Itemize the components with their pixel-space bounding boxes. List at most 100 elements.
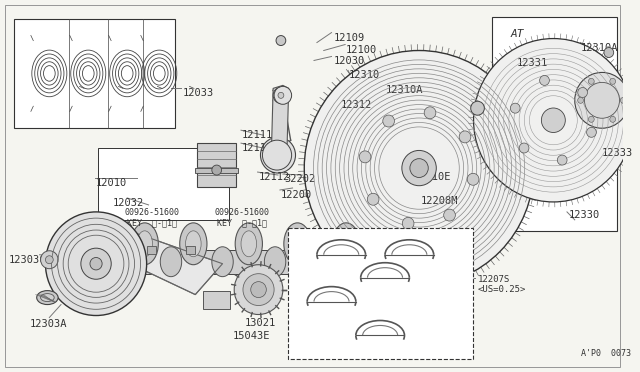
- Text: 12310E: 12310E: [414, 172, 452, 182]
- Circle shape: [403, 217, 414, 230]
- Ellipse shape: [40, 294, 54, 302]
- Text: 12200: 12200: [281, 190, 312, 200]
- Ellipse shape: [107, 247, 128, 277]
- Circle shape: [604, 48, 614, 58]
- Ellipse shape: [367, 247, 389, 277]
- Ellipse shape: [316, 247, 337, 277]
- Circle shape: [383, 115, 394, 127]
- Text: 12100: 12100: [346, 45, 378, 55]
- Circle shape: [510, 103, 520, 113]
- Text: 12112: 12112: [259, 172, 290, 182]
- Circle shape: [467, 173, 479, 185]
- Text: 12208M: 12208M: [421, 196, 458, 206]
- Circle shape: [45, 256, 53, 264]
- Circle shape: [610, 78, 616, 84]
- Ellipse shape: [131, 223, 158, 265]
- Circle shape: [621, 97, 627, 103]
- Circle shape: [367, 193, 379, 205]
- Text: 12310A: 12310A: [386, 86, 424, 95]
- Circle shape: [273, 87, 289, 103]
- Text: A'P0  0073: A'P0 0073: [580, 349, 630, 358]
- Text: AT: AT: [511, 29, 524, 39]
- Text: (STD): (STD): [446, 260, 473, 269]
- Circle shape: [588, 78, 594, 84]
- Text: 13021: 13021: [245, 318, 276, 327]
- Circle shape: [212, 165, 221, 175]
- Circle shape: [359, 151, 371, 163]
- Text: 12032: 12032: [113, 198, 144, 208]
- Circle shape: [251, 282, 266, 298]
- Circle shape: [587, 127, 596, 137]
- Circle shape: [304, 51, 534, 286]
- Ellipse shape: [290, 231, 305, 257]
- Text: 12303A: 12303A: [30, 320, 67, 330]
- Text: (STD): (STD): [446, 295, 473, 304]
- Circle shape: [459, 131, 471, 143]
- Circle shape: [557, 155, 567, 165]
- Text: 12207: 12207: [446, 250, 473, 259]
- Text: 12109: 12109: [333, 33, 365, 42]
- Circle shape: [274, 86, 292, 104]
- Text: 12310: 12310: [349, 70, 380, 80]
- Text: KEY  キ-（1）: KEY キ-（1）: [217, 218, 267, 227]
- Polygon shape: [271, 86, 289, 162]
- Text: 12207: 12207: [446, 285, 473, 294]
- Bar: [14, 19, 175, 128]
- Text: 12310A: 12310A: [580, 42, 618, 52]
- Circle shape: [575, 73, 629, 128]
- Text: 12030: 12030: [333, 57, 365, 67]
- Text: 12207S: 12207S: [477, 275, 509, 284]
- Text: 12303C: 12303C: [8, 255, 46, 265]
- Circle shape: [270, 147, 286, 163]
- Circle shape: [541, 108, 565, 132]
- Circle shape: [584, 82, 620, 118]
- Text: <US=0.25>: <US=0.25>: [477, 285, 526, 294]
- Bar: [203, 291, 230, 308]
- Ellipse shape: [241, 231, 257, 257]
- Circle shape: [260, 137, 296, 173]
- Circle shape: [278, 92, 284, 98]
- Ellipse shape: [160, 247, 182, 277]
- Circle shape: [40, 251, 58, 269]
- Circle shape: [45, 212, 147, 315]
- Ellipse shape: [36, 291, 58, 305]
- Circle shape: [243, 274, 274, 305]
- Circle shape: [519, 143, 529, 153]
- Bar: [186, 246, 195, 254]
- Bar: [195, 168, 238, 173]
- Text: 12111: 12111: [242, 130, 273, 140]
- Ellipse shape: [339, 231, 354, 257]
- Text: 12207: 12207: [356, 305, 383, 314]
- Text: 12033: 12033: [182, 89, 214, 98]
- Circle shape: [474, 39, 633, 202]
- Circle shape: [402, 150, 436, 186]
- Circle shape: [410, 159, 428, 177]
- Text: 12010: 12010: [96, 178, 127, 188]
- Text: 12111: 12111: [242, 143, 273, 153]
- Ellipse shape: [235, 223, 262, 265]
- Circle shape: [424, 107, 436, 119]
- Ellipse shape: [333, 223, 360, 265]
- Text: (STD): (STD): [356, 314, 383, 324]
- Text: 00926-51600: 00926-51600: [214, 208, 269, 217]
- Bar: [288, 228, 472, 359]
- Circle shape: [578, 97, 584, 103]
- Bar: [98, 148, 229, 220]
- Text: 12207: 12207: [380, 336, 407, 344]
- Circle shape: [610, 116, 616, 122]
- Text: KEY  キ-（1）: KEY キ-（1）: [127, 218, 177, 227]
- Ellipse shape: [264, 247, 286, 277]
- Text: 12331: 12331: [516, 58, 548, 68]
- Text: 32202: 32202: [284, 174, 315, 184]
- Ellipse shape: [284, 223, 311, 265]
- Bar: [492, 17, 616, 231]
- Text: 00926-51600: 00926-51600: [124, 208, 179, 217]
- Bar: [197, 143, 236, 187]
- Circle shape: [444, 209, 456, 221]
- Text: 12330: 12330: [569, 210, 600, 220]
- Ellipse shape: [212, 247, 233, 277]
- Ellipse shape: [180, 223, 207, 265]
- Circle shape: [588, 116, 594, 122]
- Circle shape: [540, 76, 549, 86]
- Text: 12333: 12333: [602, 148, 633, 158]
